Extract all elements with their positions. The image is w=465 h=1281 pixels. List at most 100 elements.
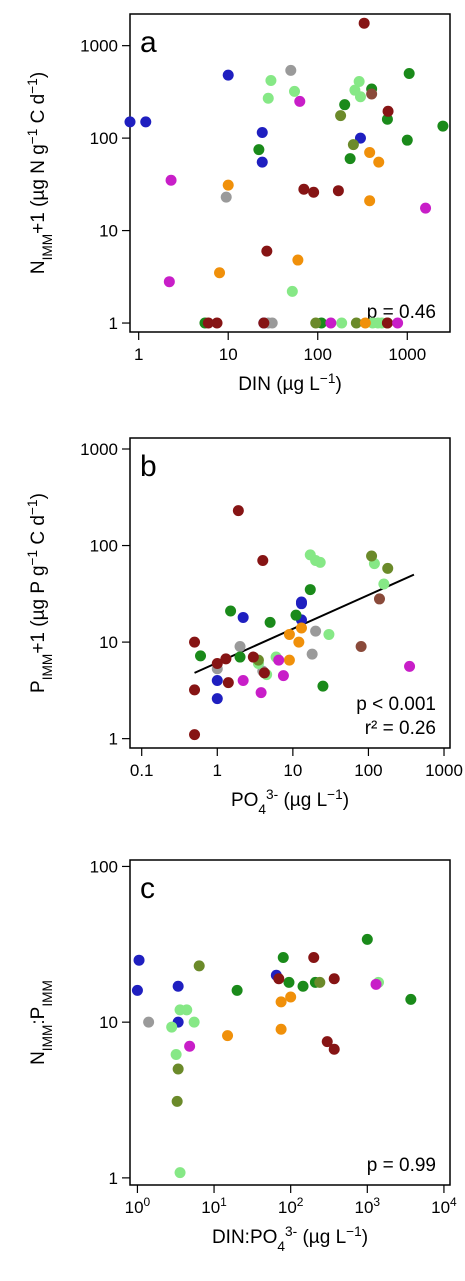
y-axis-title: PIMM+1 (µg P g−1 C d−1) [25, 493, 55, 693]
data-point [261, 245, 273, 257]
data-point [214, 267, 226, 279]
data-point [286, 285, 298, 297]
data-point [283, 628, 295, 640]
data-point [195, 650, 207, 662]
panel-c: 1 10 100 100 101 102 103 104 c p = 0.99 DIN:PO43- … [28, 857, 457, 1253]
data-point [237, 675, 249, 687]
data-point [131, 984, 143, 996]
data-point [382, 562, 394, 574]
data-point [358, 17, 370, 29]
plot-frame-a [129, 13, 451, 333]
data-point [283, 654, 295, 666]
data-point [328, 1043, 340, 1055]
data-point [292, 254, 304, 266]
data-point [211, 317, 223, 329]
y-tick-label: 10 [99, 222, 118, 241]
x-tick-label: 1 [134, 345, 143, 364]
data-point [364, 146, 376, 158]
data-point [437, 120, 449, 132]
data-point [202, 317, 214, 329]
data-point [361, 933, 373, 945]
data-point [366, 88, 378, 100]
panel-letter: a [140, 26, 157, 59]
data-point [211, 693, 223, 705]
data-point [295, 622, 307, 634]
data-point [285, 991, 297, 1003]
data-point [165, 174, 177, 186]
data-point [285, 64, 297, 76]
data-point [314, 556, 326, 568]
x-axis-title: DIN (µg L−1) [238, 371, 342, 396]
data-point [403, 67, 415, 79]
data-point [234, 651, 246, 663]
data-point [220, 191, 232, 203]
data-point [222, 677, 234, 689]
data-point [232, 505, 244, 517]
data-point [262, 92, 274, 104]
data-point [283, 976, 295, 988]
panel-letter: c [140, 872, 155, 905]
data-point [266, 317, 278, 329]
x-tick-label: 100 [354, 761, 382, 780]
data-point [373, 156, 385, 168]
data-point [170, 1048, 182, 1060]
x-tick-label: 102 [278, 1195, 304, 1217]
data-point [124, 116, 136, 128]
x-tick-label: 103 [355, 1195, 381, 1217]
y-axis-title: NIMM+1 (µg N g−1 C d−1) [25, 72, 55, 274]
x-tick-label: 1000 [388, 345, 426, 364]
data-point [304, 584, 316, 596]
data-point [163, 276, 175, 288]
y-tick-label: 100 [90, 129, 118, 148]
data-point [277, 952, 289, 964]
y-tick-label: 1 [109, 1169, 118, 1188]
data-point [211, 658, 223, 670]
data-point [133, 954, 145, 966]
data-point [288, 85, 300, 97]
data-point [222, 179, 234, 191]
data-point [354, 132, 366, 144]
data-point [231, 984, 243, 996]
data-point [373, 593, 385, 605]
data-point [171, 1095, 183, 1107]
data-point [382, 105, 394, 117]
panel-a: 1 10 100 1000 1 10 100 1000 a p = 0.46 DIN (µg L−1… [25, 13, 451, 396]
x-tick-label: 10 [283, 761, 302, 780]
data-point [364, 195, 376, 207]
x-tick-label: 100 [304, 345, 332, 364]
data-point [258, 317, 270, 329]
data-point [188, 1016, 200, 1028]
data-point [257, 555, 269, 567]
data-point [308, 186, 320, 198]
data-point [381, 317, 393, 329]
data-point [295, 596, 307, 608]
data-point [310, 317, 322, 329]
data-point [273, 654, 285, 666]
data-point [256, 127, 268, 139]
data-point [222, 69, 234, 81]
data-point [258, 667, 270, 679]
data-point [401, 134, 413, 146]
y-tick-label: 1 [109, 314, 118, 333]
y-tick-label: 100 [90, 857, 118, 876]
data-point [370, 978, 382, 990]
data-point [405, 993, 417, 1005]
x-tick-label: 1 [213, 761, 222, 780]
y-tick-label: 100 [90, 537, 118, 556]
data-point [325, 317, 337, 329]
data-point [222, 1030, 234, 1042]
data-point [347, 139, 359, 151]
data-point [290, 609, 302, 621]
x-tick-label: 104 [431, 1195, 457, 1217]
data-point [181, 1004, 193, 1016]
data-point [314, 976, 326, 988]
data-point [293, 636, 305, 648]
panel-letter: b [140, 450, 157, 483]
data-point [404, 660, 416, 672]
data-point [189, 684, 201, 696]
data-point [420, 202, 432, 214]
y-axis-title: NIMM:PIMM [28, 980, 55, 1065]
y-tick-label: 1000 [80, 440, 118, 459]
data-point [211, 675, 223, 687]
